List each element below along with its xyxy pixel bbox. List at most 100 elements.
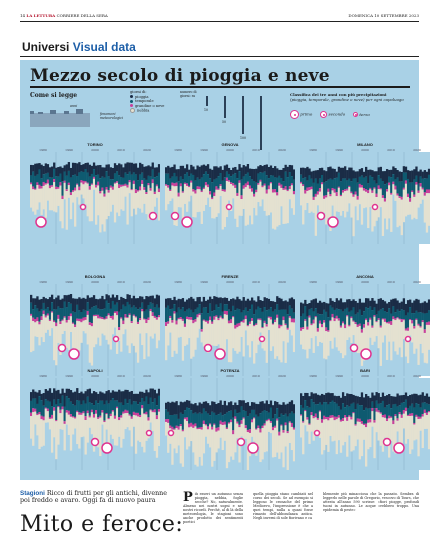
weather-bar-segment — [286, 177, 289, 190]
weather-bar-segment — [388, 308, 391, 322]
weather-bar-segment — [103, 299, 106, 309]
weather-bar-segment — [126, 294, 129, 302]
weather-bar-segment — [394, 298, 397, 313]
weather-bar-segment — [284, 186, 287, 190]
weather-bar-segment — [65, 322, 68, 348]
weather-bar-segment — [32, 321, 35, 351]
weather-bar-segment — [44, 408, 47, 423]
weather-bar-segment — [306, 406, 309, 418]
weather-bar-segment — [367, 408, 370, 420]
infographic-panel: Mezzo secolo di pioggia e neve Come si l… — [20, 60, 430, 480]
weather-bar-segment — [238, 299, 241, 310]
weather-bar-segment — [69, 390, 73, 402]
weather-bar-segment — [348, 185, 351, 187]
weather-bar-segment — [318, 168, 322, 179]
weather-bar-segment — [373, 316, 376, 342]
weather-bar-segment — [427, 189, 430, 194]
weather-bar-segment — [388, 404, 391, 416]
year-ticks: 1980 1990 2000 2010 2020 — [300, 280, 430, 284]
weather-bar-segment — [404, 180, 408, 184]
weather-bar-segment — [76, 183, 79, 185]
weather-bar-segment — [99, 178, 102, 192]
year-tick: 2020 — [413, 374, 421, 378]
weather-bar-segment — [155, 304, 159, 318]
weather-bar-segment — [427, 396, 430, 405]
weather-bar-segment — [53, 182, 56, 212]
weather-bar-segment — [30, 182, 33, 185]
weather-bar-segment — [261, 185, 264, 188]
weather-bar-segment — [157, 411, 160, 447]
weather-bar-segment — [331, 188, 334, 191]
weather-bar-segment — [88, 297, 92, 310]
weather-bar-segment — [383, 171, 387, 185]
weather-bar-segment — [92, 314, 96, 317]
weather-bar-segment — [139, 162, 142, 175]
weather-bar-segment — [325, 171, 328, 182]
rank-marker — [225, 203, 233, 211]
weather-bar-segment — [134, 401, 138, 413]
weather-bar-segment — [346, 420, 349, 457]
weather-bar-segment — [113, 313, 117, 328]
weather-bar-segment — [185, 407, 189, 418]
weather-bar-segment — [365, 427, 368, 467]
weather-bar-segment — [61, 308, 64, 320]
weather-bar-segment — [53, 299, 56, 310]
weather-bar-segment — [288, 422, 292, 443]
weather-bar-segment — [352, 170, 355, 179]
weather-bar-segment — [84, 403, 87, 417]
weather-bar-segment — [280, 324, 283, 327]
weather-bar-segment — [78, 318, 81, 322]
weather-bar-segment — [425, 193, 429, 233]
weather-bar-segment — [65, 412, 68, 425]
weather-bar-segment — [188, 298, 191, 309]
weather-bar-segment — [259, 318, 262, 321]
weather-bar-segment — [396, 393, 399, 407]
scale-10: 10 — [204, 108, 209, 112]
weather-bar-segment — [306, 166, 309, 181]
weather-bar-segment — [404, 411, 408, 444]
weather-bar-segment — [145, 389, 148, 397]
weather-bar-segment — [50, 186, 54, 211]
weather-bar-segment — [196, 427, 199, 430]
weather-bar-segment — [179, 183, 182, 187]
weather-bar-segment — [404, 166, 408, 173]
weather-bar-segment — [90, 403, 94, 410]
weather-bar-segment — [253, 409, 256, 418]
weather-bar-segment — [74, 312, 77, 325]
weather-bar-segment — [88, 324, 92, 363]
weather-bar-segment — [265, 411, 268, 420]
weather-bar-segment — [356, 403, 359, 419]
weather-bar-segment — [265, 310, 268, 325]
weather-bar-segment — [130, 416, 133, 419]
weather-bar-segment — [225, 314, 229, 340]
year-tick: 1980 — [174, 148, 182, 152]
weather-bar-segment — [269, 301, 273, 308]
weather-bar-segment — [248, 309, 252, 322]
weather-bar-segment — [206, 174, 210, 185]
weather-bar-segment — [145, 319, 148, 324]
weather-bar-segment — [171, 426, 174, 430]
weather-bar-segment — [206, 413, 210, 427]
weather-bar-segment — [325, 311, 328, 328]
weather-bar-segment — [398, 196, 401, 198]
weather-bar-segment — [265, 189, 268, 194]
weather-bar-segment — [300, 181, 303, 184]
weather-bar-segment — [30, 294, 33, 303]
weather-bar-segment — [71, 162, 75, 176]
weather-bar-segment — [149, 190, 152, 213]
weather-bar-segment — [308, 317, 311, 349]
weather-bar-segment — [427, 404, 430, 412]
weather-bar-segment — [227, 167, 231, 174]
weather-bar-segment — [192, 191, 195, 218]
weather-bar-segment — [385, 312, 389, 323]
weather-bar-segment — [38, 396, 41, 412]
weather-bar-segment — [377, 185, 380, 190]
weather-bar-segment — [171, 415, 174, 427]
weather-bar-segment — [128, 180, 131, 183]
weather-bar-segment — [69, 316, 73, 333]
weather-bar-segment — [354, 425, 357, 447]
weather-bar-segment — [246, 164, 250, 173]
weather-bar-segment — [95, 392, 98, 401]
weather-bar-segment — [55, 167, 58, 177]
weather-bar-segment — [302, 407, 305, 422]
